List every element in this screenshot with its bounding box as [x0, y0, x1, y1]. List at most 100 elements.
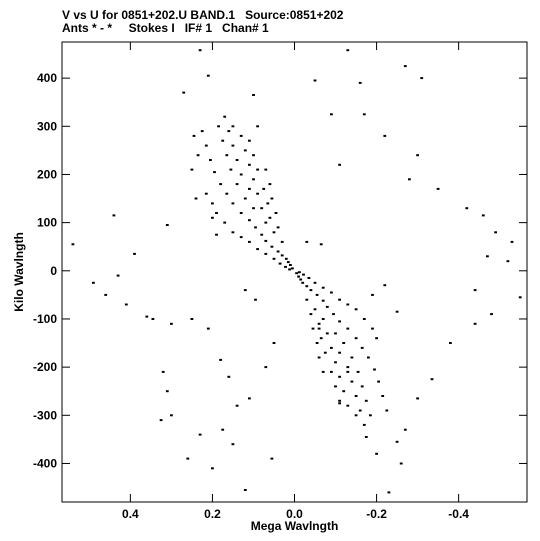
- uv-point: [170, 322, 173, 325]
- uv-point: [377, 380, 380, 383]
- uv-point: [262, 187, 266, 190]
- uv-point: [198, 49, 202, 52]
- uv-point: [358, 409, 362, 412]
- uv-point: [112, 214, 116, 217]
- uv-point: [104, 293, 108, 296]
- x-tick-label: 0.0: [286, 507, 303, 521]
- x-axis-label: Mega Wavlngth: [251, 519, 339, 533]
- uv-point: [252, 178, 255, 181]
- uv-point: [264, 252, 268, 255]
- y-tick-label: -400: [33, 456, 57, 470]
- uv-point: [330, 113, 333, 116]
- y-tick-label: -200: [33, 360, 57, 374]
- uv-point: [416, 154, 419, 157]
- uv-point: [354, 395, 358, 397]
- uv-point: [243, 289, 247, 292]
- uv-point: [486, 255, 489, 258]
- uv-point: [280, 240, 284, 243]
- uv-point: [350, 380, 354, 383]
- uv-point: [295, 272, 298, 275]
- uv-point: [200, 130, 204, 133]
- uv-point: [217, 125, 220, 128]
- y-tick-label: -100: [33, 312, 57, 326]
- uv-point: [342, 390, 346, 393]
- uv-point: [354, 308, 358, 311]
- uv-point: [395, 440, 399, 443]
- uv-point: [272, 342, 276, 344]
- uv-point: [307, 277, 311, 279]
- uv-point: [235, 183, 239, 186]
- uv-point: [364, 436, 368, 438]
- uv-point: [204, 144, 208, 147]
- uv-point: [264, 239, 268, 242]
- x-tick-label: 0.4: [122, 507, 139, 521]
- uv-point: [342, 342, 346, 344]
- uv-point: [430, 378, 434, 381]
- uv-point: [309, 289, 313, 292]
- uv-point: [254, 298, 257, 301]
- uv-point: [436, 187, 440, 190]
- y-tick-label: 100: [37, 216, 57, 230]
- uv-point: [319, 243, 323, 246]
- chart-title: V vs U for 0851+202.U BAND.1 Source:0851…: [62, 8, 344, 22]
- uv-point: [248, 240, 251, 243]
- uv-point: [284, 257, 288, 260]
- uv-point: [231, 443, 235, 446]
- y-tick-label: 0: [50, 264, 57, 278]
- uv-point: [465, 207, 469, 210]
- uv-point: [235, 404, 239, 407]
- uv-point: [204, 192, 208, 195]
- uv-point: [334, 385, 337, 388]
- uv-point: [198, 433, 202, 436]
- uv-point: [235, 159, 239, 161]
- uv-point: [321, 318, 325, 320]
- uv-point: [243, 489, 247, 491]
- uv-point: [346, 366, 350, 369]
- uv-point: [369, 414, 372, 417]
- uv-point: [338, 163, 341, 166]
- uv-point: [346, 49, 350, 52]
- uv-point: [215, 212, 218, 214]
- y-tick-label: -300: [33, 408, 57, 422]
- uv-point: [334, 361, 337, 364]
- uv-point: [395, 310, 399, 313]
- uv-point: [420, 77, 424, 80]
- uv-point: [231, 125, 235, 128]
- uv-point: [145, 315, 149, 318]
- uv-point: [305, 285, 309, 288]
- uv-point: [223, 115, 227, 118]
- uv-point: [315, 342, 319, 344]
- uv-point: [186, 457, 190, 460]
- uv-point: [211, 467, 214, 470]
- uv-point: [403, 428, 407, 431]
- uv-point: [416, 397, 419, 400]
- uv-point: [338, 298, 341, 301]
- uv-point: [223, 221, 227, 224]
- uv-point: [165, 390, 169, 393]
- uv-point: [209, 159, 212, 161]
- uv-point: [286, 261, 290, 264]
- uv-point: [317, 356, 321, 359]
- uv-point: [305, 240, 309, 243]
- uv-point: [225, 154, 229, 157]
- x-tick-label: -0.4: [448, 507, 469, 521]
- uv-point: [309, 313, 313, 316]
- uv-point: [364, 399, 368, 402]
- uv-point: [248, 397, 251, 400]
- uv-point: [278, 262, 282, 265]
- uv-point: [301, 281, 305, 284]
- uv-point: [268, 216, 272, 219]
- uv-point: [362, 423, 366, 426]
- uv-point: [124, 303, 128, 306]
- uv-point: [252, 207, 255, 210]
- uv-point: [71, 243, 75, 246]
- uv-point: [254, 226, 257, 229]
- uv-point: [494, 231, 497, 234]
- uv-point: [381, 395, 385, 397]
- uv-point: [315, 293, 319, 296]
- uv-point: [360, 385, 364, 388]
- uv-point: [473, 289, 477, 292]
- uv-point: [239, 212, 243, 214]
- uv-point: [371, 293, 374, 296]
